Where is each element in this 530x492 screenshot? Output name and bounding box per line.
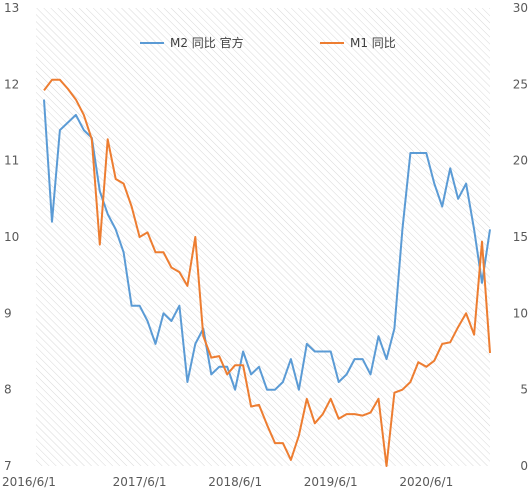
right-tick-label: 25 — [513, 77, 528, 91]
series-line-m2 — [43, 99, 491, 391]
right-tick-label: 5 — [520, 383, 528, 397]
x-tick-label: 2016/6/1 — [2, 475, 56, 489]
legend-label: M2 同比 官方 — [170, 35, 244, 50]
right-tick-label: 20 — [513, 154, 528, 168]
right-tick-label: 30 — [513, 1, 528, 15]
x-tick-label: 2017/6/1 — [113, 475, 167, 489]
right-axis: 0 5 10 15 20 25 30 — [513, 1, 528, 473]
left-axis: 7 8 9 10 11 12 13 — [4, 1, 19, 473]
legend-label: M1 同比 — [350, 36, 396, 50]
left-tick-label: 10 — [4, 230, 19, 244]
right-tick-label: 10 — [513, 306, 528, 320]
x-tick-label: 2018/6/1 — [208, 475, 262, 489]
left-tick-label: 8 — [4, 383, 12, 397]
left-tick-label: 7 — [4, 459, 12, 473]
right-tick-label: 15 — [513, 230, 528, 244]
left-tick-label: 13 — [4, 1, 19, 15]
left-tick-label: 11 — [4, 154, 19, 168]
left-tick-label: 12 — [4, 77, 19, 91]
x-tick-label: 2019/6/1 — [304, 475, 358, 489]
plot-area — [36, 8, 490, 466]
x-axis: 2016/6/1 2017/6/1 2018/6/1 2019/6/1 2020/6/1 — [2, 475, 453, 489]
series-layer — [43, 78, 491, 467]
legend: M2 同比 官方 M1 同比 — [140, 35, 396, 50]
x-tick-label: 2020/6/1 — [399, 475, 453, 489]
left-tick-label: 9 — [4, 306, 12, 320]
series-line-m1 — [43, 78, 491, 467]
right-tick-label: 0 — [520, 459, 528, 473]
